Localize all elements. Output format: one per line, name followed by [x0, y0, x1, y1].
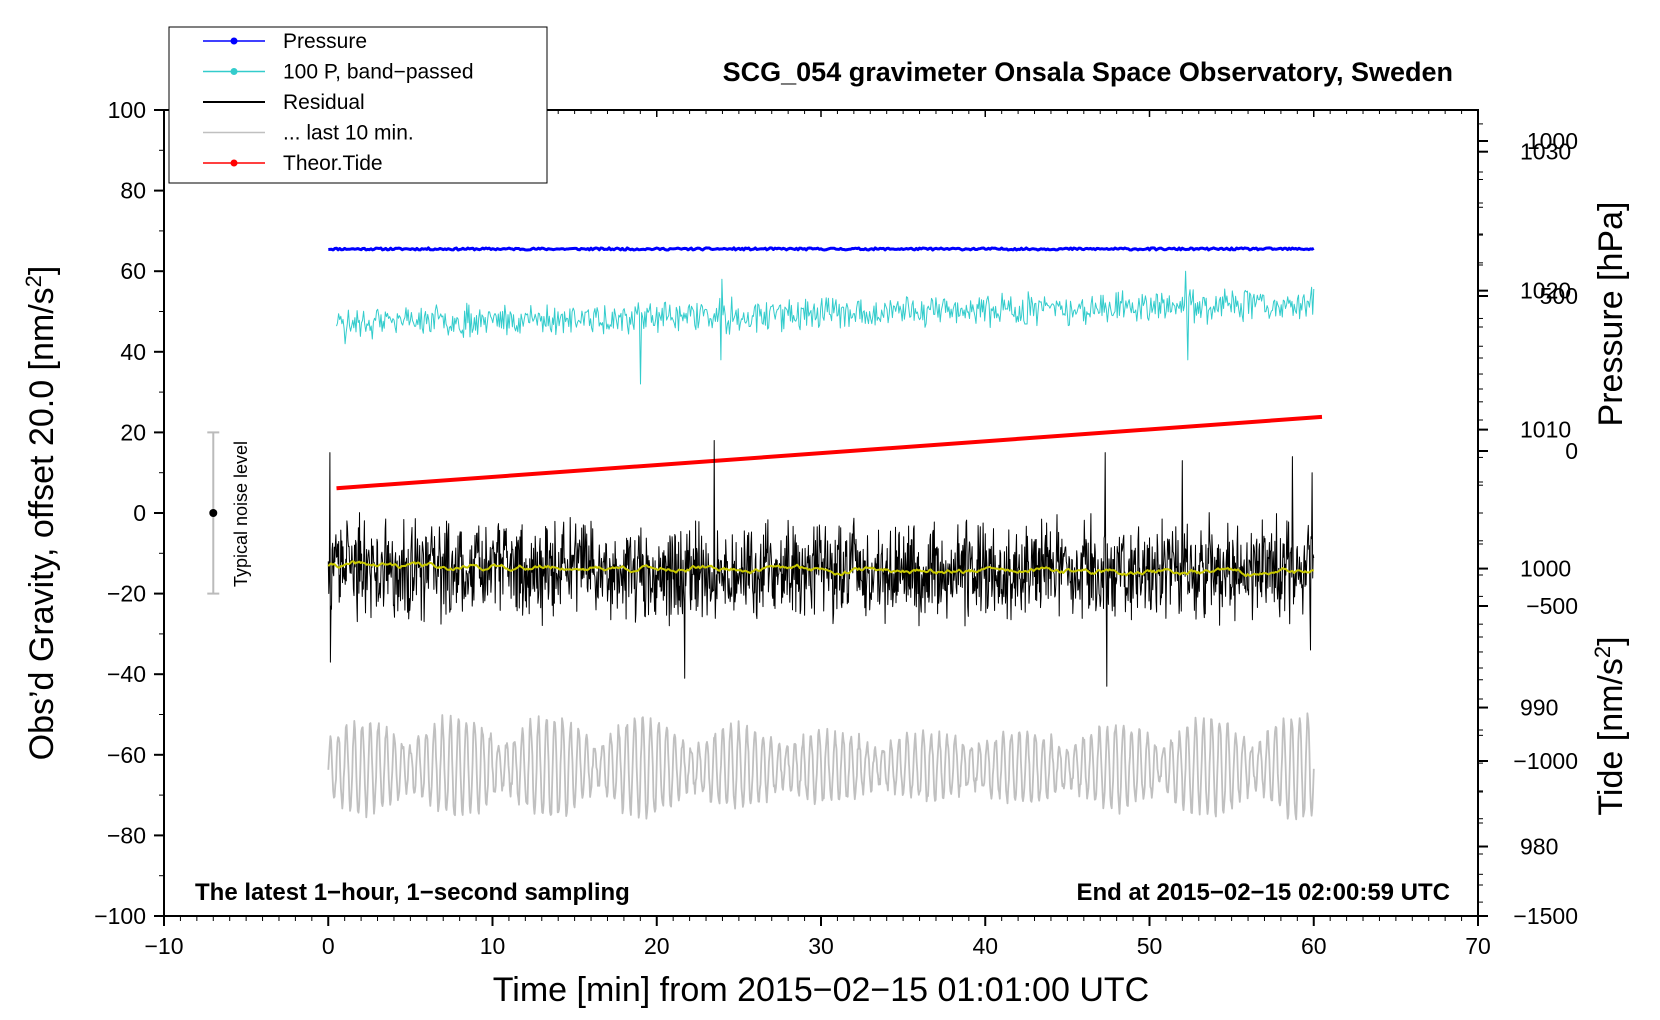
- legend-label: Theor.Tide: [283, 152, 383, 175]
- x-tick-label: 20: [644, 933, 670, 959]
- legend: Pressure 100 P, band−passed Residual ... la…: [168, 26, 548, 184]
- y-tick-label: −40: [107, 661, 146, 687]
- y-tick-label: 80: [120, 178, 146, 204]
- y-axis-title-left: Obs’d Gravity, offset 20.0 [nm/s2]: [21, 266, 62, 761]
- legend-box: [168, 26, 548, 184]
- x-tick-label: 0: [322, 933, 335, 959]
- tide-tick-label: 0: [1565, 438, 1578, 464]
- noise-bar-center-dot: [209, 509, 218, 517]
- y-tick-label: 100: [108, 97, 146, 123]
- series-line-theor-tide: [336, 414, 1323, 491]
- x-tick-label: 10: [480, 933, 506, 959]
- noise-level-label: Typical noise level: [231, 441, 251, 587]
- pressure-tick-label: 1030: [1520, 139, 1571, 165]
- series-line-last-10-min: [327, 712, 1315, 821]
- tide-tick-label: 500: [1540, 283, 1578, 309]
- tide-tick-label: −1000: [1513, 748, 1578, 774]
- y-tick-label: −100: [94, 903, 146, 929]
- legend-swatch-marker: [230, 68, 238, 75]
- tide-tick-label: 1000: [1527, 128, 1578, 154]
- tide-tick-label: −500: [1526, 593, 1578, 619]
- y-tick-label: 0: [133, 500, 146, 526]
- pressure-tick-label: 1000: [1520, 556, 1571, 582]
- series-line-100-p-band-passed: [336, 270, 1315, 385]
- series-layer: [327, 246, 1323, 821]
- tide-tick-label: −1500: [1513, 903, 1578, 929]
- legend-label: ... last 10 min.: [283, 122, 414, 145]
- pressure-tick-label: 980: [1520, 834, 1558, 860]
- legend-label: Pressure: [283, 30, 367, 53]
- y-axis-title-pressure: Pressure [hPa]: [1592, 202, 1630, 427]
- x-tick-label: 70: [1465, 933, 1491, 959]
- y-tick-label: −80: [107, 822, 146, 848]
- series-line-residual: [327, 440, 1315, 687]
- y-tick-label: −20: [107, 581, 146, 607]
- y-axis-title-tide: Tide [nm/s2]: [1590, 636, 1631, 815]
- legend-label: Residual: [283, 91, 365, 114]
- y-tick-label: −60: [107, 742, 146, 768]
- x-axis-title: Time [min] from 2015−02−15 01:01:00 UTC: [493, 971, 1149, 1009]
- legend-label: 100 P, band−passed: [283, 61, 474, 84]
- series-line-residual-smoothed: [327, 560, 1315, 578]
- noise-level-indicator: [207, 431, 220, 595]
- pressure-tick-label: 1020: [1520, 278, 1571, 304]
- pressure-tick-label: 990: [1520, 695, 1558, 721]
- x-tick-label: 40: [972, 933, 998, 959]
- x-tick-label: 60: [1301, 933, 1327, 959]
- axes-layer: −10 0 10 20 30 40 50 60 70−100−80−60−40−20020406…: [94, 97, 1578, 959]
- y-tick-label: 20: [120, 419, 146, 445]
- x-tick-label: 30: [808, 933, 834, 959]
- y-tick-label: 40: [120, 339, 146, 365]
- annotation-sampling: The latest 1−hour, 1−second sampling: [195, 879, 630, 906]
- annotation-end-time: End at 2015−02−15 02:00:59 UTC: [1076, 879, 1450, 906]
- x-tick-label: −10: [144, 933, 183, 959]
- x-tick-label: 50: [1137, 933, 1163, 959]
- pressure-tick-label: 1010: [1520, 417, 1571, 443]
- y-tick-label: 60: [120, 258, 146, 284]
- legend-swatch-marker: [230, 37, 238, 45]
- chart-title: SCG_054 gravimeter Onsala Space Observat…: [723, 57, 1453, 87]
- series-line-pressure: [328, 246, 1315, 252]
- legend-swatch-marker: [230, 159, 238, 167]
